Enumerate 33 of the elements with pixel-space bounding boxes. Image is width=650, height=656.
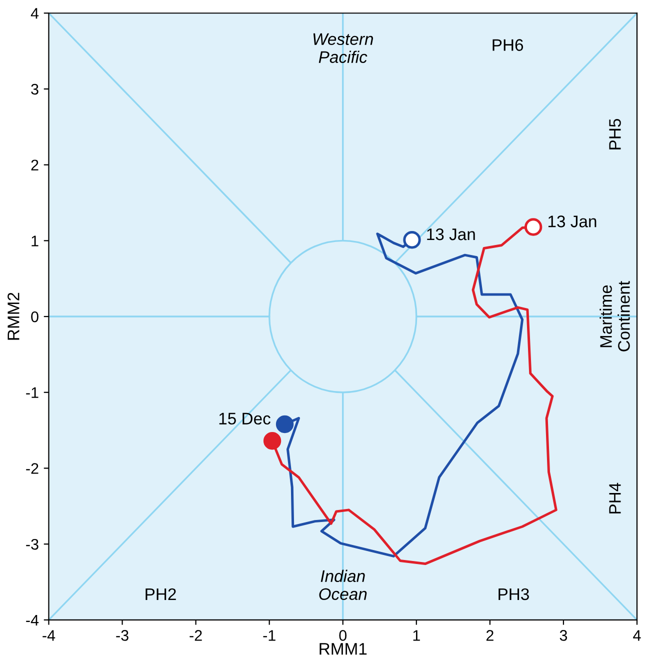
annotation: PH3 <box>498 588 529 600</box>
y-tick-label: 4 <box>30 8 39 19</box>
annotation: Indian Ocean <box>319 570 367 600</box>
x-tick-label: 1 <box>413 630 420 641</box>
y-tick-label: -2 <box>26 463 38 474</box>
y-tick-label: 0 <box>31 311 38 322</box>
x-tick-label: -1 <box>263 630 276 641</box>
x-tick-label: 2 <box>486 630 494 641</box>
annotation: Western Pacific <box>313 33 373 63</box>
x-tick-label: -3 <box>116 630 128 641</box>
annotation: 13 Jan <box>548 216 596 228</box>
x-tick-label: -4 <box>42 630 56 641</box>
point <box>263 432 282 450</box>
y-tick-label: 1 <box>32 236 38 246</box>
annotation: PH5 <box>609 118 621 150</box>
point <box>276 415 294 434</box>
x-tick-label: 0 <box>339 630 347 641</box>
annotation: PH4 <box>609 482 621 514</box>
annotation: 15 Dec <box>219 412 270 425</box>
annotation: 13 Jan <box>427 228 475 240</box>
x-axis-title: RMM1 <box>320 643 367 655</box>
y-tick-label: 2 <box>31 160 38 170</box>
y-axis-title: RMM2 <box>8 292 20 340</box>
annotation: PH6 <box>492 39 524 51</box>
y-tick-label: -3 <box>26 538 38 550</box>
x-tick-label: 4 <box>633 630 641 641</box>
y-tick-label: -4 <box>26 614 39 626</box>
x-tick-label: 3 <box>560 630 568 641</box>
y-tick-label: 3 <box>31 84 38 95</box>
x-tick-label: -2 <box>190 630 202 641</box>
annotation: PH2 <box>146 588 176 600</box>
annotation: Maritime Continent <box>600 280 630 352</box>
y-tick-label: -1 <box>26 387 38 398</box>
